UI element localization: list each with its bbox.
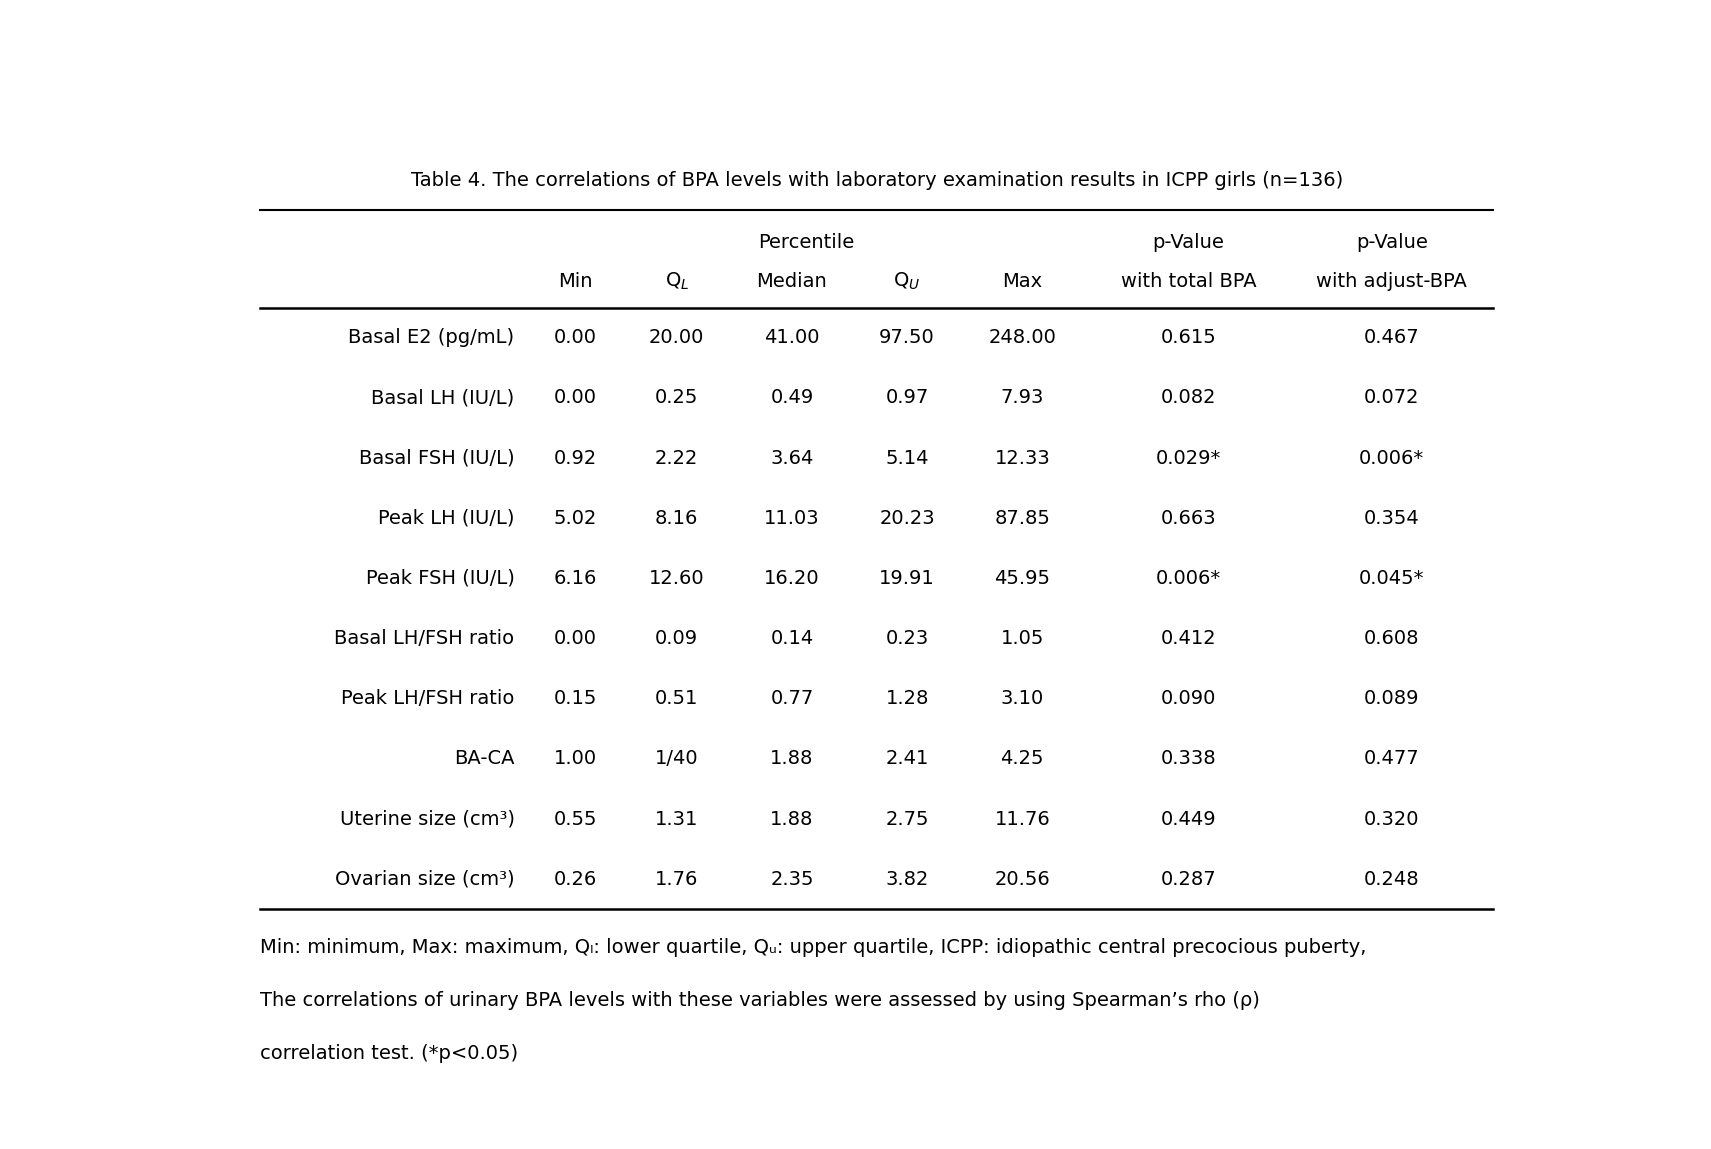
Text: Table 4. The correlations of BPA levels with laboratory examination results in I: Table 4. The correlations of BPA levels …	[411, 171, 1343, 190]
Text: Basal LH/FSH ratio: Basal LH/FSH ratio	[334, 630, 515, 648]
Text: Percentile: Percentile	[758, 233, 854, 252]
Text: 0.338: 0.338	[1160, 749, 1217, 769]
Text: 3.82: 3.82	[885, 870, 929, 889]
Text: p-Value: p-Value	[1153, 233, 1225, 252]
Text: 0.449: 0.449	[1160, 810, 1217, 828]
Text: 19.91: 19.91	[879, 569, 934, 588]
Text: 1.88: 1.88	[770, 749, 813, 769]
Text: 3.10: 3.10	[1001, 689, 1044, 708]
Text: 4.25: 4.25	[1001, 749, 1044, 769]
Text: 6.16: 6.16	[554, 569, 597, 588]
Text: 0.09: 0.09	[655, 630, 698, 648]
Text: 16.20: 16.20	[765, 569, 820, 588]
Text: 11.03: 11.03	[765, 509, 820, 527]
Text: 41.00: 41.00	[765, 329, 820, 347]
Text: 0.287: 0.287	[1160, 870, 1217, 889]
Text: 0.467: 0.467	[1364, 329, 1420, 347]
Text: 0.248: 0.248	[1364, 870, 1420, 889]
Text: 0.26: 0.26	[554, 870, 597, 889]
Text: 20.00: 20.00	[648, 329, 705, 347]
Text: 0.029*: 0.029*	[1157, 448, 1222, 468]
Text: Ovarian size (cm³): Ovarian size (cm³)	[335, 870, 515, 889]
Text: 0.14: 0.14	[770, 630, 813, 648]
Text: 248.00: 248.00	[989, 329, 1056, 347]
Text: 97.50: 97.50	[879, 329, 934, 347]
Text: 0.92: 0.92	[554, 448, 597, 468]
Text: 0.97: 0.97	[886, 388, 929, 408]
Text: 2.22: 2.22	[655, 448, 698, 468]
Text: 0.23: 0.23	[886, 630, 929, 648]
Text: 5.14: 5.14	[885, 448, 929, 468]
Text: 0.55: 0.55	[554, 810, 597, 828]
Text: Peak FSH (IU/L): Peak FSH (IU/L)	[366, 569, 515, 588]
Text: Q$_L$: Q$_L$	[664, 270, 690, 292]
Text: 87.85: 87.85	[994, 509, 1051, 527]
Text: 0.15: 0.15	[554, 689, 597, 708]
Text: 0.615: 0.615	[1160, 329, 1217, 347]
Text: Peak LH (IU/L): Peak LH (IU/L)	[378, 509, 515, 527]
Text: 0.00: 0.00	[554, 630, 597, 648]
Text: 3.64: 3.64	[770, 448, 813, 468]
Text: 0.089: 0.089	[1364, 689, 1420, 708]
Text: 7.93: 7.93	[1001, 388, 1044, 408]
Text: 11.76: 11.76	[994, 810, 1051, 828]
Text: Basal LH (IU/L): Basal LH (IU/L)	[371, 388, 515, 408]
Text: 0.072: 0.072	[1364, 388, 1420, 408]
Text: 1.00: 1.00	[554, 749, 597, 769]
Text: 0.090: 0.090	[1160, 689, 1217, 708]
Text: Max: Max	[1003, 271, 1042, 291]
Text: 0.320: 0.320	[1364, 810, 1420, 828]
Text: 0.51: 0.51	[655, 689, 698, 708]
Text: 1.88: 1.88	[770, 810, 813, 828]
Text: Q$_U$: Q$_U$	[893, 270, 921, 292]
Text: with total BPA: with total BPA	[1121, 271, 1256, 291]
Text: 0.477: 0.477	[1364, 749, 1420, 769]
Text: Min: Min	[558, 271, 594, 291]
Text: 5.02: 5.02	[554, 509, 597, 527]
Text: 0.49: 0.49	[770, 388, 813, 408]
Text: 0.608: 0.608	[1364, 630, 1420, 648]
Text: BA-CA: BA-CA	[453, 749, 515, 769]
Text: 0.006*: 0.006*	[1359, 448, 1425, 468]
Text: p-Value: p-Value	[1355, 233, 1427, 252]
Text: 2.41: 2.41	[885, 749, 929, 769]
Text: 2.75: 2.75	[885, 810, 929, 828]
Text: 0.00: 0.00	[554, 329, 597, 347]
Text: 0.082: 0.082	[1160, 388, 1217, 408]
Text: 0.006*: 0.006*	[1157, 569, 1222, 588]
Text: Basal FSH (IU/L): Basal FSH (IU/L)	[359, 448, 515, 468]
Text: 8.16: 8.16	[655, 509, 698, 527]
Text: The correlations of urinary BPA levels with these variables were assessed by usi: The correlations of urinary BPA levels w…	[260, 990, 1261, 1010]
Text: Median: Median	[756, 271, 826, 291]
Text: 0.25: 0.25	[655, 388, 698, 408]
Text: with adjust-BPA: with adjust-BPA	[1316, 271, 1468, 291]
Text: 0.663: 0.663	[1160, 509, 1217, 527]
Text: Uterine size (cm³): Uterine size (cm³)	[339, 810, 515, 828]
Text: Peak LH/FSH ratio: Peak LH/FSH ratio	[340, 689, 515, 708]
Text: Min: minimum, Max: maximum, Qₗ: lower quartile, Qᵤ: upper quartile, ICPP: idiopa: Min: minimum, Max: maximum, Qₗ: lower qu…	[260, 938, 1367, 957]
Text: 1.76: 1.76	[655, 870, 698, 889]
Text: 1.31: 1.31	[655, 810, 698, 828]
Text: 0.00: 0.00	[554, 388, 597, 408]
Text: 0.412: 0.412	[1160, 630, 1217, 648]
Text: correlation test. (*p<0.05): correlation test. (*p<0.05)	[260, 1043, 518, 1063]
Text: 20.56: 20.56	[994, 870, 1051, 889]
Text: 45.95: 45.95	[994, 569, 1051, 588]
Text: 2.35: 2.35	[770, 870, 814, 889]
Text: 1/40: 1/40	[655, 749, 698, 769]
Text: 0.045*: 0.045*	[1359, 569, 1425, 588]
Text: 0.354: 0.354	[1364, 509, 1420, 527]
Text: 1.28: 1.28	[885, 689, 929, 708]
Text: 0.77: 0.77	[770, 689, 813, 708]
Text: 12.33: 12.33	[994, 448, 1051, 468]
Text: 12.60: 12.60	[648, 569, 705, 588]
Text: Basal E2 (pg/mL): Basal E2 (pg/mL)	[349, 329, 515, 347]
Text: 20.23: 20.23	[879, 509, 934, 527]
Text: 1.05: 1.05	[1001, 630, 1044, 648]
